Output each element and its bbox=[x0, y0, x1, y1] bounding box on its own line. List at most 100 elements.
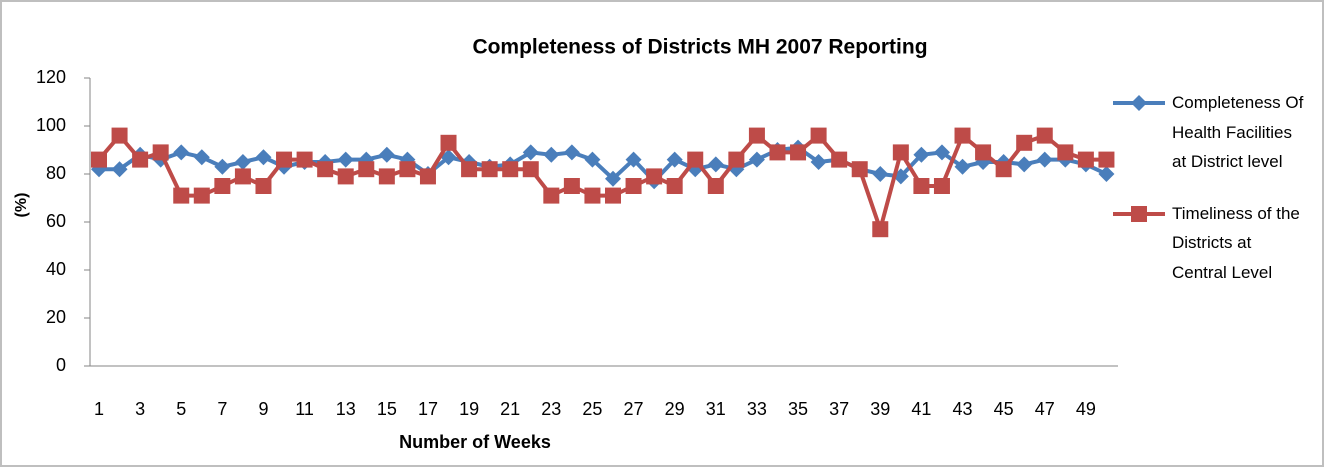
marker bbox=[707, 178, 724, 194]
legend-label: Completeness Of Health Facilities at Dis… bbox=[1172, 93, 1304, 171]
marker bbox=[337, 151, 354, 168]
marker bbox=[810, 154, 827, 170]
marker bbox=[933, 178, 950, 194]
marker bbox=[563, 144, 580, 161]
x-tick-label: 41 bbox=[911, 399, 931, 419]
marker bbox=[214, 178, 231, 194]
marker bbox=[111, 161, 128, 178]
y-tick-label: 60 bbox=[46, 211, 66, 231]
marker bbox=[748, 127, 765, 144]
marker bbox=[748, 151, 765, 168]
marker bbox=[954, 127, 971, 144]
x-tick-label: 17 bbox=[418, 399, 438, 419]
marker bbox=[687, 151, 704, 168]
marker bbox=[790, 144, 807, 161]
x-tick-label: 15 bbox=[377, 399, 397, 419]
marker bbox=[193, 187, 210, 204]
x-tick-label: 23 bbox=[541, 399, 561, 419]
marker bbox=[399, 161, 416, 178]
marker bbox=[461, 161, 478, 178]
marker bbox=[1098, 151, 1115, 168]
marker bbox=[1016, 134, 1033, 151]
legend-key bbox=[1113, 205, 1165, 222]
chart-title: Completeness of Districts MH 2007 Report… bbox=[472, 36, 927, 59]
marker bbox=[296, 151, 313, 168]
x-tick-label: 9 bbox=[258, 399, 268, 419]
x-tick-label: 39 bbox=[870, 399, 890, 419]
marker bbox=[707, 156, 724, 173]
marker bbox=[502, 161, 519, 178]
legend-item: Timeliness of the Districts at Central L… bbox=[1110, 199, 1322, 288]
marker bbox=[255, 149, 272, 166]
x-tick-label: 33 bbox=[747, 399, 767, 419]
marker bbox=[522, 144, 539, 161]
x-tick-label: 43 bbox=[953, 399, 973, 419]
x-tick-label: 31 bbox=[706, 399, 726, 419]
x-tick-label: 37 bbox=[829, 399, 849, 419]
x-tick-label: 13 bbox=[336, 399, 356, 419]
marker bbox=[358, 161, 375, 178]
marker bbox=[255, 178, 272, 194]
y-tick-label: 40 bbox=[46, 259, 66, 279]
y-tick-label: 20 bbox=[46, 307, 66, 327]
x-axis-label: Number of Weeks bbox=[399, 432, 551, 452]
marker bbox=[1098, 166, 1115, 182]
x-tick-label: 7 bbox=[217, 399, 227, 419]
legend-item: Completeness Of Health Facilities at Dis… bbox=[1110, 88, 1322, 177]
y-tick-label: 0 bbox=[56, 355, 66, 375]
marker bbox=[317, 161, 334, 178]
y-tick-label: 80 bbox=[46, 163, 66, 183]
marker bbox=[913, 146, 930, 163]
x-tick-label: 49 bbox=[1076, 399, 1096, 419]
marker bbox=[193, 149, 210, 166]
marker bbox=[173, 187, 190, 204]
legend-label: Timeliness of the Districts at Central L… bbox=[1172, 203, 1300, 282]
marker bbox=[173, 144, 190, 161]
y-tick-label: 100 bbox=[36, 115, 66, 135]
marker bbox=[214, 158, 231, 175]
x-tick-label: 47 bbox=[1035, 399, 1055, 419]
marker bbox=[646, 168, 663, 185]
legend-key bbox=[1113, 95, 1165, 111]
x-tick-label: 5 bbox=[176, 399, 186, 419]
marker bbox=[913, 178, 930, 194]
x-tick-label: 29 bbox=[665, 399, 685, 419]
marker bbox=[132, 151, 149, 168]
marker bbox=[111, 127, 128, 144]
marker bbox=[543, 187, 560, 204]
marker bbox=[522, 161, 539, 178]
marker bbox=[440, 149, 457, 166]
marker bbox=[872, 166, 889, 182]
marker bbox=[975, 144, 992, 161]
marker bbox=[337, 168, 354, 185]
marker bbox=[933, 144, 950, 161]
marker bbox=[1016, 156, 1033, 173]
marker bbox=[954, 158, 971, 175]
x-tick-label: 25 bbox=[582, 399, 602, 419]
marker bbox=[892, 144, 909, 161]
marker bbox=[851, 161, 868, 178]
x-tick-label: 19 bbox=[459, 399, 479, 419]
marker bbox=[995, 161, 1012, 178]
marker bbox=[378, 168, 395, 185]
x-tick-label: 35 bbox=[788, 399, 808, 419]
x-tick-label: 27 bbox=[624, 399, 644, 419]
marker bbox=[625, 178, 642, 194]
marker bbox=[440, 134, 457, 151]
marker bbox=[1057, 144, 1074, 161]
marker bbox=[605, 170, 621, 187]
marker bbox=[1131, 95, 1147, 111]
x-tick-label: 1 bbox=[94, 399, 104, 419]
marker bbox=[378, 146, 395, 163]
x-tick-label: 21 bbox=[500, 399, 520, 419]
x-tick-label: 3 bbox=[135, 399, 145, 419]
legend: Completeness Of Health Facilities at Dis… bbox=[1110, 88, 1322, 309]
marker bbox=[831, 151, 848, 168]
marker bbox=[563, 178, 580, 194]
marker bbox=[584, 151, 601, 168]
marker bbox=[543, 146, 560, 163]
marker bbox=[1036, 151, 1053, 168]
